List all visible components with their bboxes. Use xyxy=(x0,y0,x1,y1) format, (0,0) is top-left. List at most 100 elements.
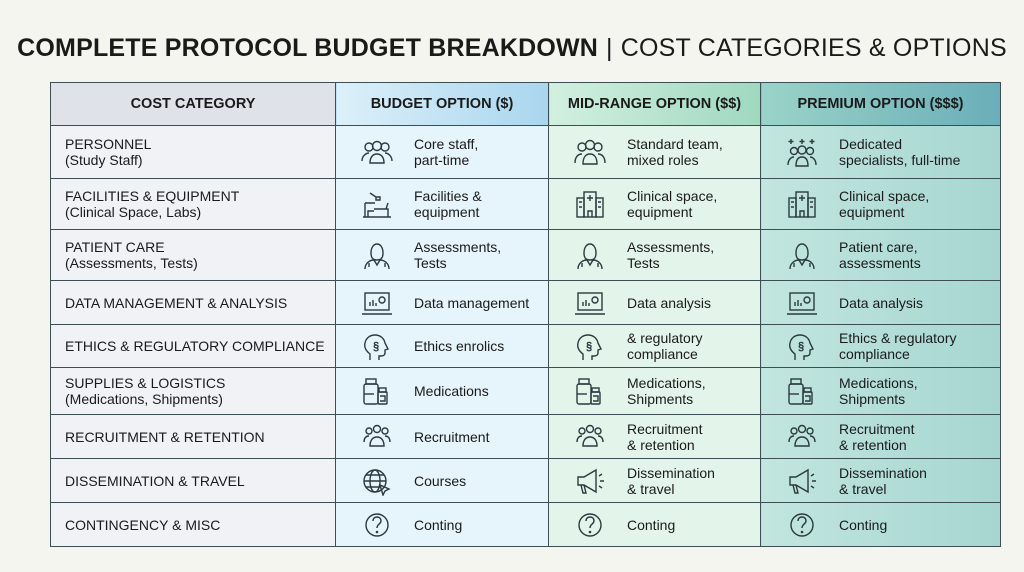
table-row: CONTINGENCY & MISC Conting Conting Conting xyxy=(50,502,1001,547)
mid-range-option-cell: Recruitment & retention xyxy=(548,414,761,459)
option-text-detail: part-time xyxy=(414,152,470,168)
premium-option-cell: Dissemination & travel xyxy=(760,458,1001,503)
table-row: SUPPLIES & LOGISTICS (Medications, Shipme… xyxy=(50,367,1001,415)
option-text-detail: Shipments xyxy=(839,391,906,407)
category-detail: (Assessments, Tests) xyxy=(65,255,198,271)
option-text: Recruitment xyxy=(839,420,915,437)
category-detail: (Study Staff) xyxy=(65,152,143,168)
option-text-detail: & travel xyxy=(839,480,887,497)
category-detail: (Clinical Space, Labs) xyxy=(65,204,202,220)
mid-range-option-cell: § & regulatory compliance xyxy=(548,324,761,368)
budget-option-cell: Core staff, part-time xyxy=(335,125,549,179)
option-text: Conting xyxy=(839,516,888,533)
option-text: Facilities & xyxy=(414,188,482,204)
specialists-icon xyxy=(779,135,825,169)
category-name: DATA MANAGEMENT & ANALYSIS xyxy=(65,294,288,311)
category-name: PATIENT CARE xyxy=(65,239,165,255)
option-text: Data management xyxy=(414,294,530,311)
budget-option-cell: § Ethics enrolics xyxy=(335,324,549,368)
hospital-icon xyxy=(779,187,825,221)
table-row: ETHICS & REGULATORY COMPLIANCE § Ethics en… xyxy=(50,324,1001,368)
page-title: COMPLETE PROTOCOL BUDGET BREAKDOWN | COST … xyxy=(17,34,1007,62)
option-text-detail: equipment xyxy=(414,204,480,220)
doctor-icon xyxy=(567,238,613,272)
question-icon xyxy=(354,508,400,542)
cost-category-cell: PATIENT CARE (Assessments, Tests) xyxy=(50,229,336,281)
option-text: Data analysis xyxy=(627,294,712,311)
lab-desk-icon xyxy=(354,187,400,221)
premium-option-cell: Data analysis xyxy=(760,280,1001,325)
option-text: Medications, xyxy=(627,375,706,391)
category-name: SUPPLIES & LOGISTICS xyxy=(65,375,226,391)
table-row: PERSONNEL (Study Staff) Core staff, part-ti… xyxy=(50,125,1001,179)
option-text: Data analysis xyxy=(839,294,924,311)
category-name: CONTINGENCY & MISC xyxy=(65,516,221,533)
budget-table: COST CATEGORY BUDGET OPTION ($) MID-RANG… xyxy=(50,82,1001,547)
header-row: COST CATEGORY BUDGET OPTION ($) MID-RANG… xyxy=(50,82,1001,126)
doctor-icon xyxy=(354,238,400,272)
budget-option-cell: Recruitment xyxy=(335,414,549,459)
option-text-detail: Tests xyxy=(627,255,660,271)
cost-category-cell: RECRUITMENT & RETENTION xyxy=(50,414,336,459)
option-text: Assessments, xyxy=(414,239,502,255)
hospital-icon xyxy=(567,187,613,221)
category-name: RECRUITMENT & RETENTION xyxy=(65,428,265,445)
medication-bottles-icon xyxy=(354,374,400,408)
option-text: Courses xyxy=(414,472,467,489)
option-text: Medications xyxy=(414,383,489,399)
option-text: Assessments, xyxy=(627,239,715,255)
budget-option-cell: Courses xyxy=(335,458,549,503)
cost-category-cell: FACILITIES & EQUIPMENT (Clinical Space, L… xyxy=(50,178,336,230)
option-text-detail: Tests xyxy=(414,255,447,271)
option-text-detail: mixed roles xyxy=(627,152,699,168)
category-name: PERSONNEL xyxy=(65,136,152,152)
group-icon xyxy=(354,420,400,454)
option-text-detail: specialists, full-time xyxy=(839,152,961,168)
option-text: Dissemination xyxy=(627,464,715,481)
option-text-detail: equipment xyxy=(627,204,693,220)
option-text: Patient care, xyxy=(839,239,918,255)
option-text-detail: & travel xyxy=(627,480,675,497)
category-name: ETHICS & REGULATORY COMPLIANCE xyxy=(65,338,325,354)
option-text: Dedicated xyxy=(839,136,903,152)
option-text: Ethics enrolics xyxy=(414,338,505,354)
mid-range-option-cell: Standard team, mixed roles xyxy=(548,125,761,179)
head-section-icon: § xyxy=(354,329,400,363)
doctor-icon xyxy=(779,238,825,272)
cost-category-cell: ETHICS & REGULATORY COMPLIANCE xyxy=(50,324,336,368)
budget-option-cell: Assessments, Tests xyxy=(335,229,549,281)
option-text: Conting xyxy=(414,516,463,533)
category-name: FACILITIES & EQUIPMENT xyxy=(65,188,240,204)
premium-option-cell: Clinical space, equipment xyxy=(760,178,1001,230)
option-text: Clinical space, xyxy=(627,188,718,204)
category-name: DISSEMINATION & TRAVEL xyxy=(65,472,245,489)
cost-category-cell: SUPPLIES & LOGISTICS (Medications, Shipme… xyxy=(50,367,336,415)
table-row: FACILITIES & EQUIPMENT (Clinical Space, L… xyxy=(50,178,1001,230)
staff-icon xyxy=(354,135,400,169)
premium-option-cell: Medications, Shipments xyxy=(760,367,1001,415)
option-text-detail: compliance xyxy=(627,346,698,362)
table-row: DISSEMINATION & TRAVEL Courses Disseminati… xyxy=(50,458,1001,503)
cost-category-cell: DATA MANAGEMENT & ANALYSIS xyxy=(50,280,336,325)
category-detail: (Medications, Shipments) xyxy=(65,391,223,407)
table-row: RECRUITMENT & RETENTION Recruitment Recrui… xyxy=(50,414,1001,459)
mid-range-option-cell: Medications, Shipments xyxy=(548,367,761,415)
cost-category-cell: CONTINGENCY & MISC xyxy=(50,502,336,547)
cost-category-cell: PERSONNEL (Study Staff) xyxy=(50,125,336,179)
option-text: & regulatory xyxy=(627,330,703,346)
group-icon xyxy=(567,420,613,454)
option-text: Recruitment xyxy=(627,420,703,437)
svg-text:§: § xyxy=(798,341,804,353)
megaphone-icon xyxy=(567,464,613,498)
cost-category-cell: DISSEMINATION & TRAVEL xyxy=(50,458,336,503)
budget-option-cell: Conting xyxy=(335,502,549,547)
premium-option-cell: Dedicated specialists, full-time xyxy=(760,125,1001,179)
laptop-chart-icon xyxy=(354,286,400,320)
option-text: Dissemination xyxy=(839,464,927,481)
mid-range-option-cell: Assessments, Tests xyxy=(548,229,761,281)
mid-range-option-cell: Data analysis xyxy=(548,280,761,325)
option-text: Conting xyxy=(627,516,676,533)
premium-option-cell: Conting xyxy=(760,502,1001,547)
mid-range-option-cell: Dissemination & travel xyxy=(548,458,761,503)
laptop-chart-icon xyxy=(567,286,613,320)
